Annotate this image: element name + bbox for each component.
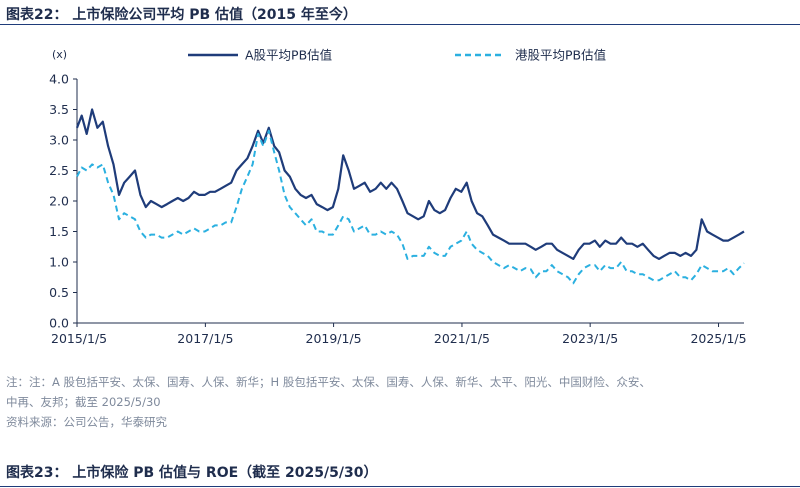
y-tick-label: 3.0 (49, 133, 69, 148)
y-tick-label: 0.0 (49, 316, 69, 331)
y-tick-label: 1.0 (49, 255, 69, 270)
x-tick-label: 2023/1/5 (562, 331, 618, 346)
y-tick-label: 2.0 (49, 194, 69, 209)
y-tick-label: 1.5 (49, 224, 69, 239)
y-tick-label: 3.5 (49, 102, 69, 117)
chart-series (75, 108, 745, 285)
x-tick-label: 2019/1/5 (306, 331, 362, 346)
x-tick-label: 2021/1/5 (434, 331, 490, 346)
x-tick-label: 2025/1/5 (690, 331, 746, 346)
y-tick-label: 2.5 (49, 163, 69, 178)
note-line-2: 中再、友邦；截至 2025/5/30 (6, 395, 161, 409)
y-tick-label: 4.0 (49, 72, 69, 87)
series-line-h-share (76, 129, 745, 285)
y-tick-label: 0.5 (49, 285, 69, 300)
note-line-1: 注：注：A 股包括平安、太保、国寿、人保、新华；H 股包括平安、太保、国寿、人保… (6, 375, 651, 389)
figure-notes: 注：注：A 股包括平安、太保、国寿、人保、新华；H 股包括平安、太保、国寿、人保… (6, 372, 796, 432)
next-figure-title: 图表23： 上市保险 PB 估值与 ROE（截至 2025/5/30） (6, 465, 378, 481)
series-line-a-share (75, 108, 745, 260)
legend-label: 港股平均PB估值 (515, 48, 606, 63)
figure-title: 图表22： 上市保险公司平均 PB 估值（2015 年至今） (6, 7, 357, 23)
chart-legend: A股平均PB估值 港股平均PB估值 (188, 48, 606, 63)
y-unit-label: (x) (52, 48, 67, 61)
x-tick-label: 2017/1/5 (177, 331, 233, 346)
figure-header: 图表22： 上市保险公司平均 PB 估值（2015 年至今） (0, 0, 800, 25)
line-chart: 0.0 0.5 1.0 1.5 2.0 2.5 3.0 3.5 4.0 (x) 2015/1/5 20… (49, 48, 746, 347)
chart-axes: 0.0 0.5 1.0 1.5 2.0 2.5 3.0 3.5 4.0 (x) 2015/1/5 20… (49, 48, 746, 346)
source-note: 资料来源：公司公告，华泰研究 (6, 415, 167, 429)
legend-label: A股平均PB估值 (245, 48, 332, 63)
next-figure-header: 图表23： 上市保险 PB 估值与 ROE（截至 2025/5/30） (0, 456, 800, 487)
x-tick-label: 2015/1/5 (51, 331, 107, 346)
